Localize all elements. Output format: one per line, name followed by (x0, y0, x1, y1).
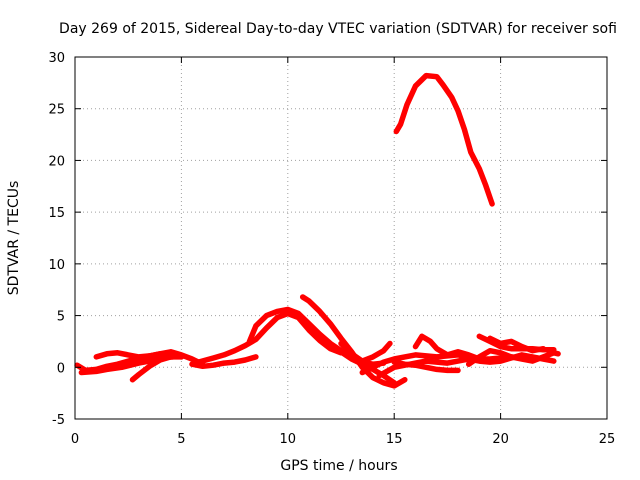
y-tick-label: 30 (48, 51, 65, 66)
y-axis-label: SDTVAR / TECUs (6, 181, 22, 296)
series-line-s3 (93, 349, 206, 367)
x-tick-label: 10 (280, 432, 297, 447)
series-line-s18 (393, 72, 495, 207)
series-line-s15 (465, 347, 561, 367)
x-axis-label: GPS time / hours (280, 458, 397, 474)
x-tick-label: 15 (386, 432, 403, 447)
axis-ticks (74, 56, 608, 420)
x-tick-label: 0 (71, 432, 79, 447)
series-line-s10 (338, 340, 393, 364)
y-tick-label: 15 (48, 206, 65, 221)
y-tick-label: 0 (57, 361, 65, 376)
x-tick-label: 5 (177, 432, 185, 447)
chart-title: Day 269 of 2015, Sidereal Day-to-day VTE… (59, 21, 617, 37)
series-line-s14 (412, 333, 525, 362)
series-line-s4 (129, 354, 185, 383)
series-line-s11 (359, 352, 483, 376)
x-tick-label: 20 (492, 432, 509, 447)
y-tick-labels: -5 0 5 10 15 20 25 30 (48, 51, 65, 428)
grid (75, 57, 607, 419)
data-series (74, 72, 561, 389)
series-line-s5 (189, 354, 259, 370)
y-tick-label: -5 (52, 413, 65, 428)
y-tick-label: 10 (48, 258, 65, 273)
x-tick-labels: 0 5 10 15 20 25 (71, 432, 615, 447)
y-tick-label: 25 (48, 103, 65, 118)
y-tick-label: 20 (48, 154, 65, 169)
series-line-s13 (391, 359, 461, 374)
series-line-s17 (487, 335, 546, 354)
x-tick-label: 25 (599, 432, 616, 447)
plot-frame (74, 56, 608, 420)
y-tick-label: 5 (57, 310, 65, 325)
